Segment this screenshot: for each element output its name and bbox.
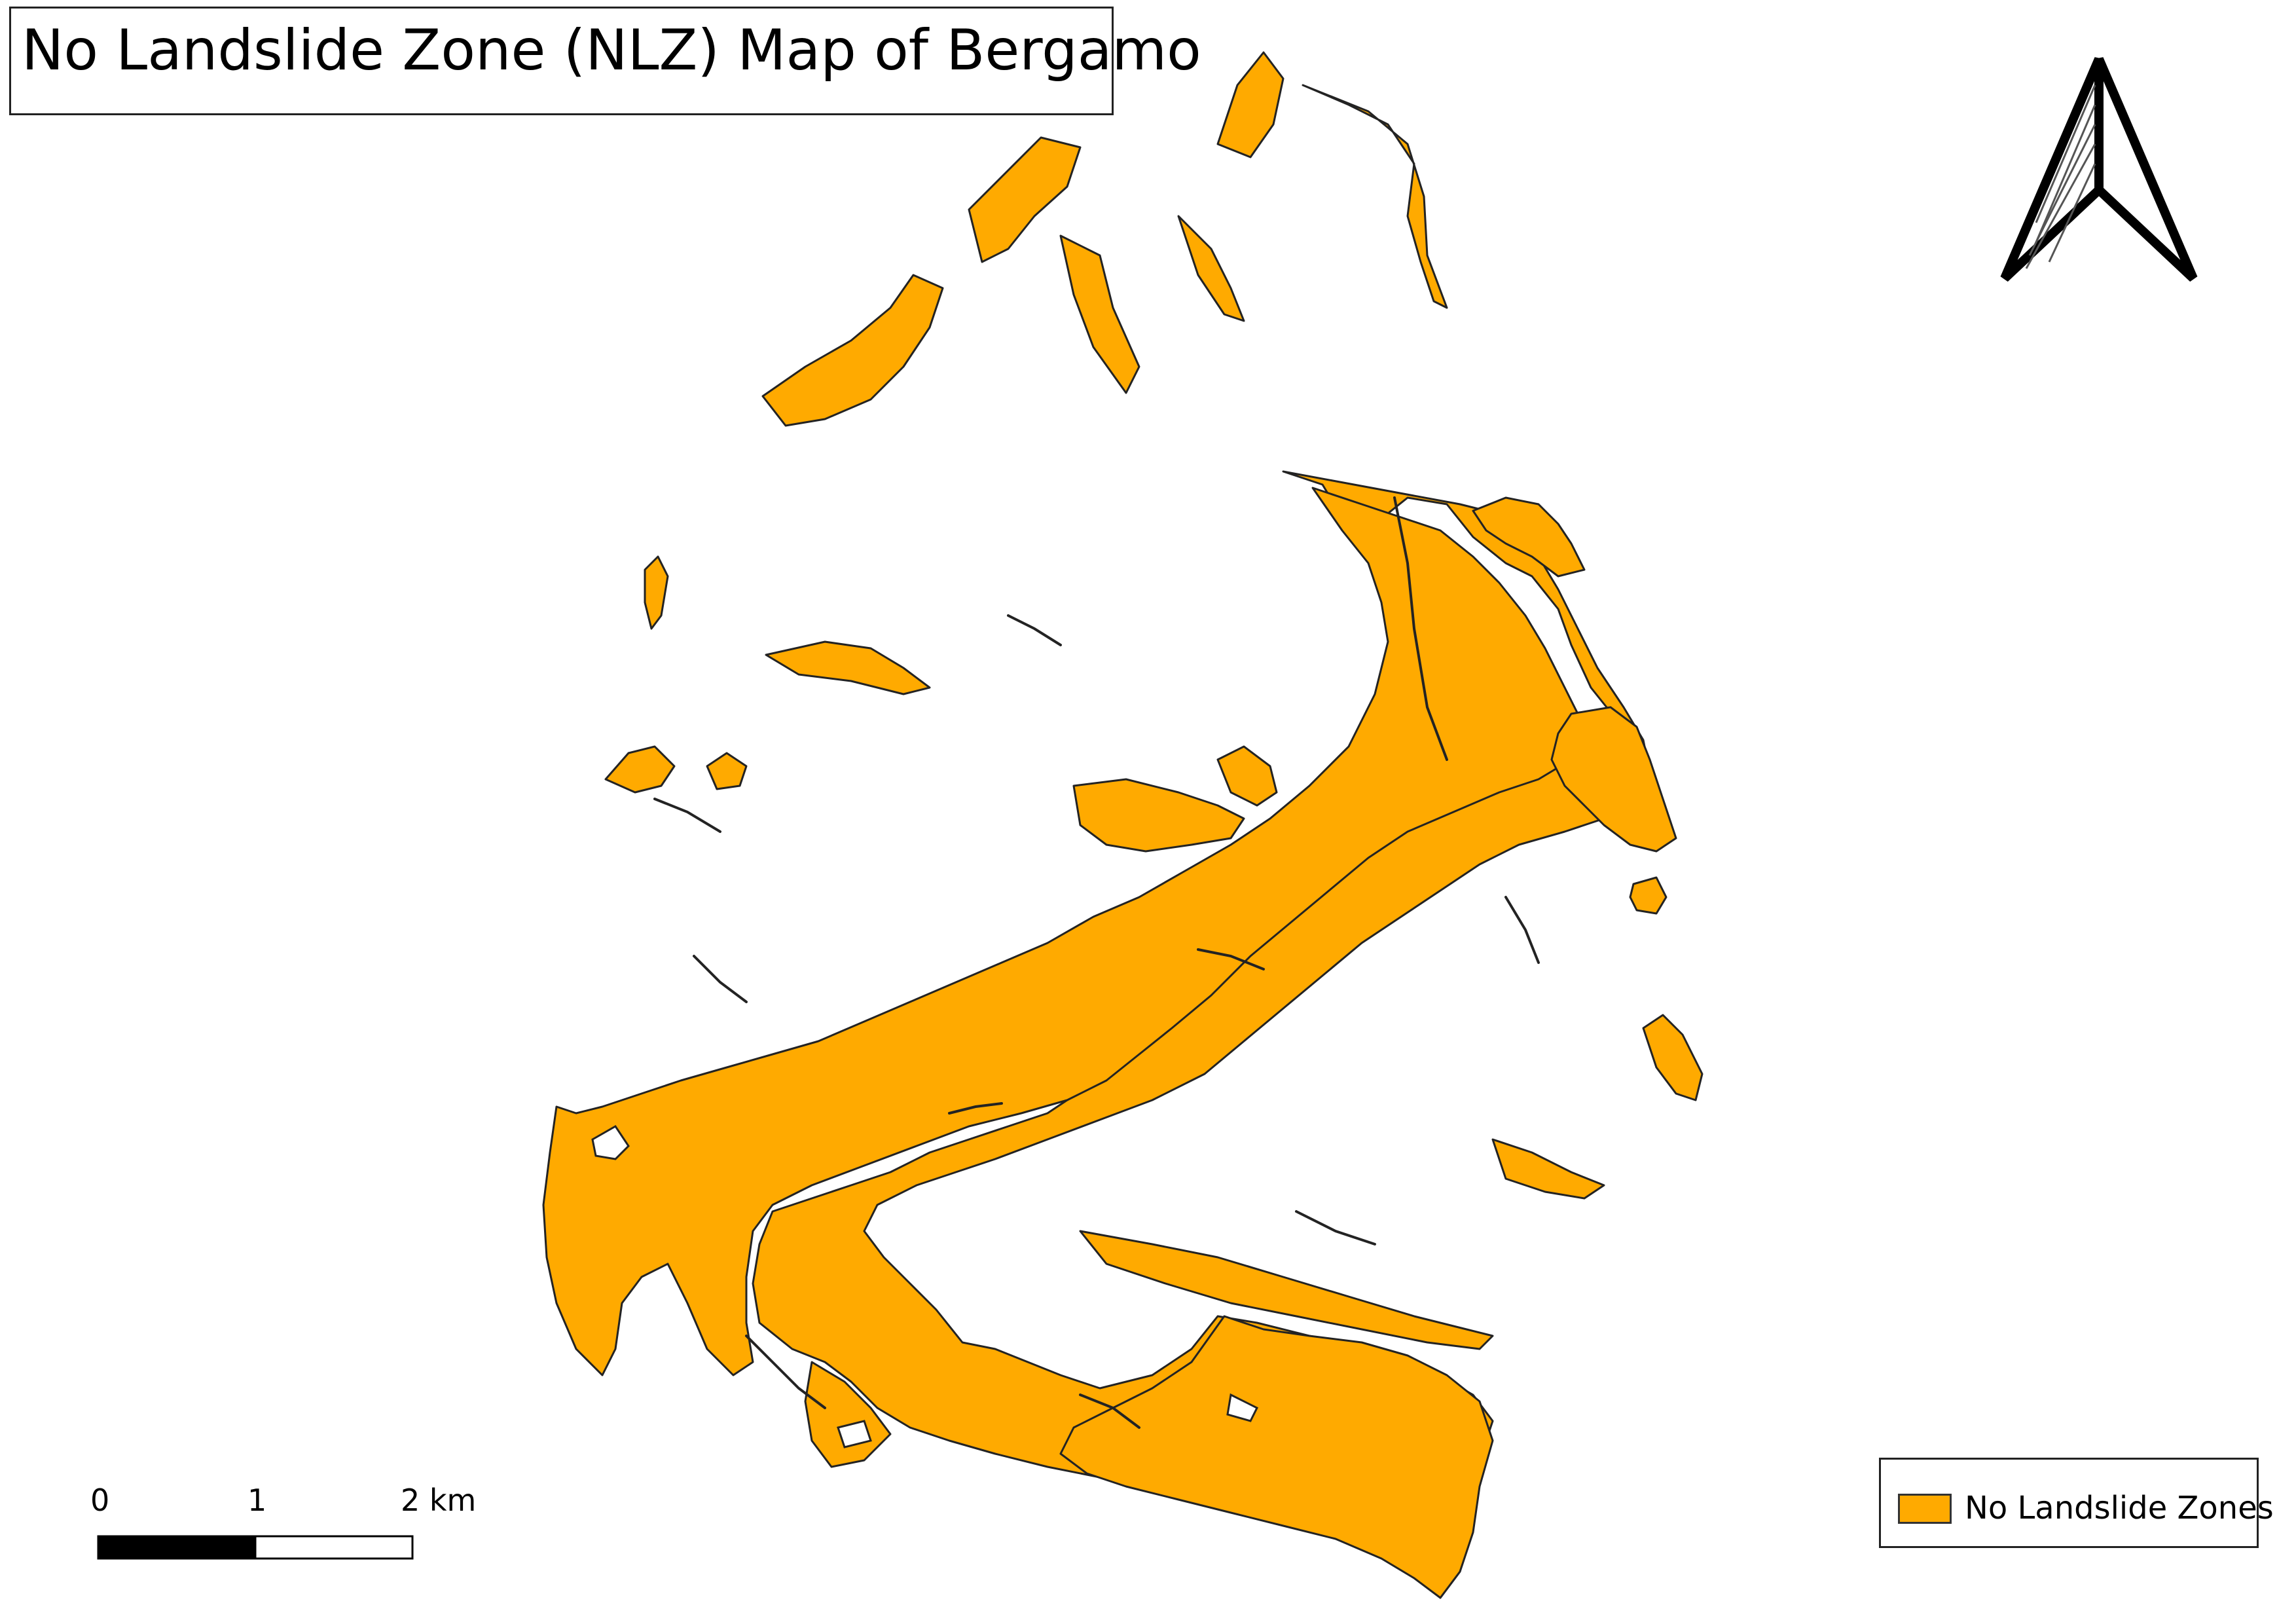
zone-east-blob xyxy=(1629,876,1667,915)
zone-north-ridge xyxy=(1177,215,1245,322)
scale-label-0: 0 xyxy=(90,1483,110,1518)
zone-west-patch-3 xyxy=(644,555,669,630)
zone-south-east-block xyxy=(1059,1315,1494,1599)
stream-10 xyxy=(693,955,748,1003)
zone-west-strip xyxy=(765,640,931,695)
stream-8 xyxy=(1504,896,1540,964)
map-title: No Landslide Zone (NLZ) Map of Bergamo xyxy=(22,18,1201,83)
zone-east-upper xyxy=(1472,496,1586,578)
stream-4 xyxy=(745,1335,826,1409)
stream-1 xyxy=(1393,496,1448,761)
zone-valley-band xyxy=(542,487,1586,1376)
stream-6 xyxy=(1007,614,1062,646)
hole-south-west xyxy=(837,1420,872,1449)
legend-label: No Landslide Zones xyxy=(1965,1490,2274,1526)
zone-north-west-lobe xyxy=(761,274,944,427)
zone-south-strip xyxy=(1079,1230,1494,1350)
zone-north-central-lobe xyxy=(968,136,1082,263)
north-arrow-icon xyxy=(2000,57,2198,282)
zone-north-peak xyxy=(1216,51,1285,158)
stream-9 xyxy=(1079,1393,1140,1429)
stream-2 xyxy=(1197,948,1265,970)
zone-central-crest xyxy=(1072,778,1245,853)
legend-swatch xyxy=(1898,1494,1952,1524)
no-landslide-zones xyxy=(542,51,1704,1599)
hole-south-centre xyxy=(1226,1393,1259,1422)
hole-west xyxy=(591,1125,630,1160)
map-title-box: No Landslide Zone (NLZ) Map of Bergamo xyxy=(9,7,1201,115)
zone-north-east-strip xyxy=(1302,84,1448,309)
zone-west-patch-1 xyxy=(604,745,676,794)
line-features xyxy=(653,496,1540,1429)
zone-east-lower-2 xyxy=(1491,1138,1605,1200)
zone-east-shoulder xyxy=(1550,706,1677,853)
scale-label-2: 2 km xyxy=(401,1483,477,1518)
zone-west-patch-2 xyxy=(706,752,748,790)
scale-bar-segment-2 xyxy=(254,1535,414,1560)
zone-north-mid xyxy=(1059,234,1140,394)
scale-bar xyxy=(97,1535,414,1560)
stream-5 xyxy=(653,798,721,833)
excluded-areas xyxy=(591,1125,1259,1449)
legend: No Landslide Zones xyxy=(1879,1458,2274,1548)
scale-bar-segment-1 xyxy=(97,1535,257,1560)
zone-east-lower-1 xyxy=(1642,1014,1704,1101)
scale-label-1: 1 xyxy=(247,1483,267,1518)
zone-central-spur xyxy=(1216,745,1278,807)
stream-3 xyxy=(948,1102,1003,1115)
stream-7 xyxy=(1295,1210,1376,1246)
